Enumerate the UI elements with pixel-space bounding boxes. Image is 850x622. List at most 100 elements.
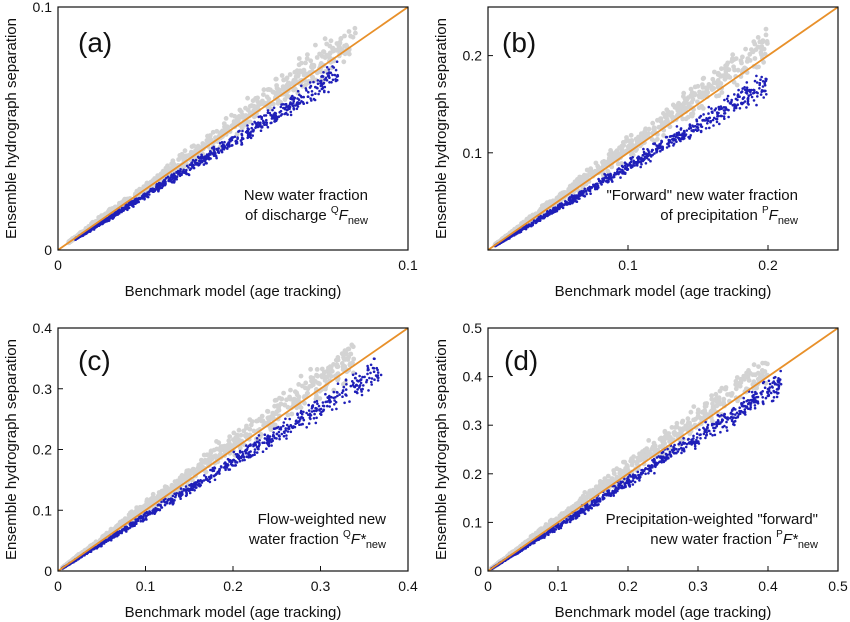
data-point-blue: [104, 540, 108, 543]
data-point-blue: [251, 122, 254, 126]
data-point-blue: [151, 187, 155, 190]
data-point-blue: [556, 204, 560, 207]
data-point-blue: [727, 115, 730, 119]
data-point-blue: [255, 451, 259, 454]
data-point-blue: [326, 400, 329, 403]
data-point-blue: [671, 138, 675, 141]
data-point-blue: [263, 437, 267, 440]
data-point-gray: [305, 52, 310, 57]
data-point-blue: [282, 424, 285, 428]
data-point-gray: [208, 457, 213, 463]
data-point-blue: [294, 422, 297, 426]
data-point-blue: [568, 198, 572, 201]
data-point-blue: [144, 514, 148, 518]
x-tick-label: 0: [54, 257, 62, 273]
data-point-blue: [700, 125, 704, 129]
data-point-blue: [307, 422, 311, 425]
data-point-gray: [761, 46, 767, 52]
data-point-blue: [185, 492, 188, 495]
data-point-blue: [184, 494, 188, 498]
data-point-blue: [175, 175, 179, 178]
data-point-blue: [228, 468, 232, 471]
data-point-blue: [531, 222, 534, 226]
data-point-gray: [334, 47, 340, 53]
data-point-blue: [229, 140, 232, 143]
data-point-blue: [327, 90, 330, 94]
data-point-blue: [318, 89, 321, 93]
data-point-blue: [311, 405, 315, 409]
data-point-gray: [184, 468, 190, 474]
data-point-gray: [245, 95, 251, 101]
data-point-blue: [348, 400, 351, 403]
data-point-blue: [338, 393, 341, 396]
y-tick-label: 0.1: [463, 145, 483, 161]
data-point-blue: [762, 96, 765, 99]
data-point-gray: [602, 161, 608, 167]
data-point-gray: [174, 480, 179, 486]
data-point-gray: [615, 161, 621, 167]
data-point-blue: [178, 173, 181, 176]
data-point-blue: [193, 489, 196, 492]
data-point-blue: [275, 437, 278, 440]
data-point-gray: [218, 445, 224, 451]
data-point-gray: [196, 462, 202, 468]
data-point-gray: [345, 49, 350, 55]
data-point-blue: [733, 103, 736, 106]
annotation-subscript: new: [778, 215, 798, 227]
data-point-blue: [764, 77, 767, 81]
data-point-blue: [659, 145, 662, 148]
data-point-blue: [259, 123, 262, 126]
data-point-gray: [182, 148, 188, 154]
data-point-blue: [611, 180, 614, 183]
data-point-blue: [631, 164, 635, 167]
data-point-blue: [726, 99, 730, 103]
data-point-blue: [301, 101, 305, 104]
x-tick-label: 0.2: [223, 578, 243, 594]
data-point-blue: [171, 494, 175, 498]
data-point-gray: [342, 33, 347, 39]
data-point-gray: [156, 490, 162, 495]
data-point-blue: [683, 133, 687, 137]
data-point-blue: [234, 461, 237, 464]
data-point-blue: [351, 373, 355, 377]
x-tick-label: 0.1: [136, 578, 156, 594]
data-point-blue: [325, 79, 329, 82]
data-point-blue: [314, 421, 318, 425]
data-point-blue: [198, 162, 202, 165]
data-point-blue: [223, 140, 226, 144]
data-point-gray: [273, 76, 279, 82]
data-point-blue: [597, 186, 600, 189]
data-point-blue: [727, 108, 730, 112]
data-point-blue: [282, 434, 286, 438]
data-point-blue: [272, 431, 275, 434]
data-point-blue: [130, 524, 134, 528]
data-point-gray: [339, 361, 345, 366]
data-point-blue: [714, 107, 718, 110]
data-point-blue: [307, 90, 310, 94]
data-point-blue: [334, 79, 338, 83]
data-point-blue: [160, 506, 164, 509]
data-point-gray: [239, 125, 245, 131]
annotation-line-1: "Forward" new water fraction: [606, 187, 798, 204]
data-point-blue: [670, 141, 673, 144]
data-point-blue: [328, 71, 331, 75]
data-point-blue: [642, 150, 646, 154]
data-point-gray: [627, 138, 633, 144]
data-point-blue: [328, 394, 331, 398]
data-point-blue: [195, 486, 198, 489]
data-point-blue: [145, 511, 149, 515]
data-point-blue: [752, 99, 756, 102]
annotation-text: of discharge: [245, 207, 331, 224]
data-point-blue: [710, 107, 713, 110]
data-point-blue: [200, 160, 204, 164]
data-point-blue: [758, 87, 761, 90]
data-point-blue: [609, 175, 612, 179]
data-point-blue: [296, 413, 299, 417]
data-point-gray: [315, 373, 320, 379]
data-point-gray: [293, 87, 298, 92]
data-point-blue: [309, 97, 312, 100]
data-point-blue: [308, 81, 312, 84]
data-point-blue: [762, 89, 766, 93]
data-point-blue: [237, 130, 240, 133]
